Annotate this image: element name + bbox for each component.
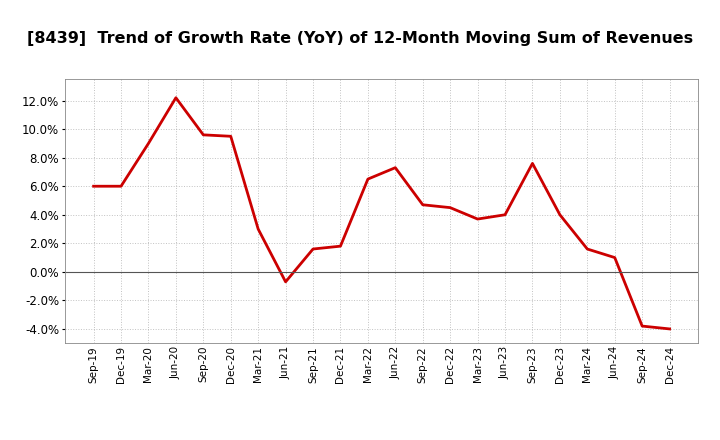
Text: [8439]  Trend of Growth Rate (YoY) of 12-Month Moving Sum of Revenues: [8439] Trend of Growth Rate (YoY) of 12-… bbox=[27, 31, 693, 46]
